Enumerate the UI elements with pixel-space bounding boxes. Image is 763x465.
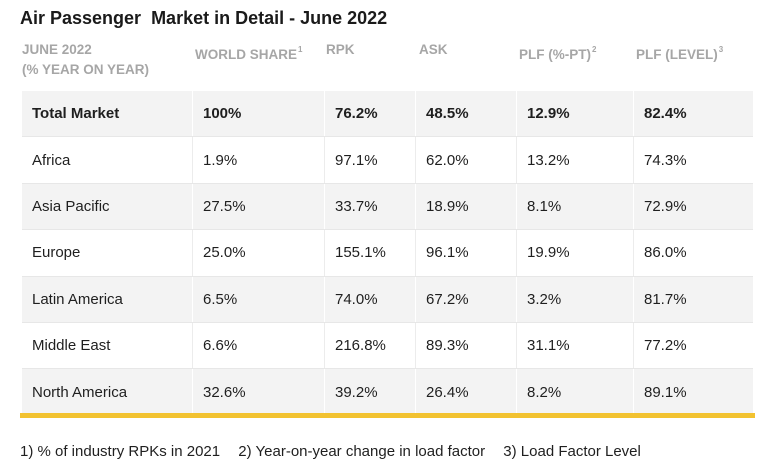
- cell-rpk: 97.1%: [324, 137, 415, 183]
- cell-plf-pt: 31.1%: [516, 322, 633, 369]
- table-row: Latin America 6.5% 74.0% 67.2% 3.2% 81.7…: [22, 275, 753, 322]
- cell-plf-pt: 19.9%: [516, 230, 633, 276]
- header-plf-level-label: PLF (LEVEL): [636, 47, 718, 62]
- cell-plf-pt: 13.2%: [516, 137, 633, 183]
- footnote-1: 1) % of industry RPKs in 2021: [20, 443, 221, 460]
- table-row: Asia Pacific 27.5% 33.7% 18.9% 8.1% 72.9…: [22, 182, 753, 230]
- cell-plf-level: 77.2%: [633, 322, 753, 369]
- cell-region: Europe: [32, 244, 81, 262]
- header-plf-pt-label: PLF (%-PT): [519, 47, 591, 62]
- cell-plf-pt: 8.2%: [516, 369, 633, 415]
- cell-rpk: 155.1%: [324, 230, 415, 276]
- cell-ask: 26.4%: [415, 369, 516, 415]
- cell-plf-level: 81.7%: [633, 276, 753, 322]
- cell-region: Latin America: [32, 290, 123, 308]
- header-plf-level: PLF (LEVEL)3: [636, 40, 723, 65]
- cell-world-share: 32.6%: [192, 369, 324, 415]
- cell-world-share: 100%: [192, 91, 324, 137]
- header-rpk: RPK: [326, 42, 355, 57]
- cell-ask: 18.9%: [415, 183, 516, 230]
- table-row: Europe 25.0% 155.1% 96.1% 19.9% 86.0%: [22, 229, 753, 276]
- cell-ask: 48.5%: [415, 91, 516, 137]
- cell-plf-level: 72.9%: [633, 183, 753, 230]
- table-header: JUNE 2022 (% YEAR ON YEAR) WORLD SHARE1 …: [0, 40, 763, 86]
- cell-ask: 62.0%: [415, 137, 516, 183]
- cell-world-share: 6.5%: [192, 276, 324, 322]
- header-period: JUNE 2022 (% YEAR ON YEAR): [22, 40, 149, 80]
- cell-rpk: 76.2%: [324, 91, 415, 137]
- footnotes: 1) % of industry RPKs in 2021 2) Year-on…: [20, 443, 655, 460]
- cell-plf-level: 82.4%: [633, 91, 753, 137]
- cell-world-share: 6.6%: [192, 322, 324, 369]
- cell-region: Asia Pacific: [32, 197, 110, 215]
- header-period-line1: JUNE 2022: [22, 42, 92, 57]
- page-title: Air Passenger Market in Detail - June 20…: [20, 8, 388, 28]
- cell-region: Total Market: [32, 105, 120, 123]
- cell-plf-level: 86.0%: [633, 230, 753, 276]
- table-row: Africa 1.9% 97.1% 62.0% 13.2% 74.3%: [22, 136, 753, 183]
- header-plf-pt-footnote: 2: [592, 45, 597, 54]
- cell-ask: 89.3%: [415, 322, 516, 369]
- cell-plf-level: 89.1%: [633, 369, 753, 415]
- header-plf-level-footnote: 3: [718, 45, 724, 54]
- footnote-2: 2) Year-on-year change in load factor: [238, 443, 486, 460]
- cell-rpk: 33.7%: [324, 183, 415, 230]
- cell-rpk: 74.0%: [324, 276, 415, 322]
- cell-plf-pt: 8.1%: [516, 183, 633, 230]
- cell-plf-pt: 12.9%: [516, 91, 633, 137]
- table-bottom-accent-bar: [20, 413, 755, 418]
- cell-region: North America: [32, 383, 128, 401]
- cell-world-share: 27.5%: [192, 183, 324, 230]
- header-world-share-footnote: 1: [298, 45, 303, 54]
- cell-world-share: 1.9%: [192, 137, 324, 183]
- table-row: North America 32.6% 39.2% 26.4% 8.2% 89.…: [22, 368, 753, 415]
- table-row: Total Market 100% 76.2% 48.5% 12.9% 82.4…: [22, 91, 753, 137]
- cell-rpk: 39.2%: [324, 369, 415, 415]
- cell-rpk: 216.8%: [324, 322, 415, 369]
- header-period-line2: (% YEAR ON YEAR): [22, 62, 150, 77]
- table-row: Middle East 6.6% 216.8% 89.3% 31.1% 77.2…: [22, 321, 753, 369]
- header-plf-pt: PLF (%-PT)2: [519, 40, 596, 65]
- header-world-share-label: WORLD SHARE: [195, 47, 297, 62]
- cell-plf-pt: 3.2%: [516, 276, 633, 322]
- header-world-share: WORLD SHARE1: [195, 40, 302, 65]
- data-table: Total Market 100% 76.2% 48.5% 12.9% 82.4…: [22, 91, 753, 415]
- header-ask: ASK: [419, 42, 448, 57]
- cell-world-share: 25.0%: [192, 230, 324, 276]
- cell-plf-level: 74.3%: [633, 137, 753, 183]
- cell-region: Africa: [32, 151, 71, 169]
- cell-ask: 67.2%: [415, 276, 516, 322]
- footnote-3: 3) Load Factor Level: [503, 443, 641, 460]
- cell-ask: 96.1%: [415, 230, 516, 276]
- cell-region: Middle East: [32, 337, 111, 355]
